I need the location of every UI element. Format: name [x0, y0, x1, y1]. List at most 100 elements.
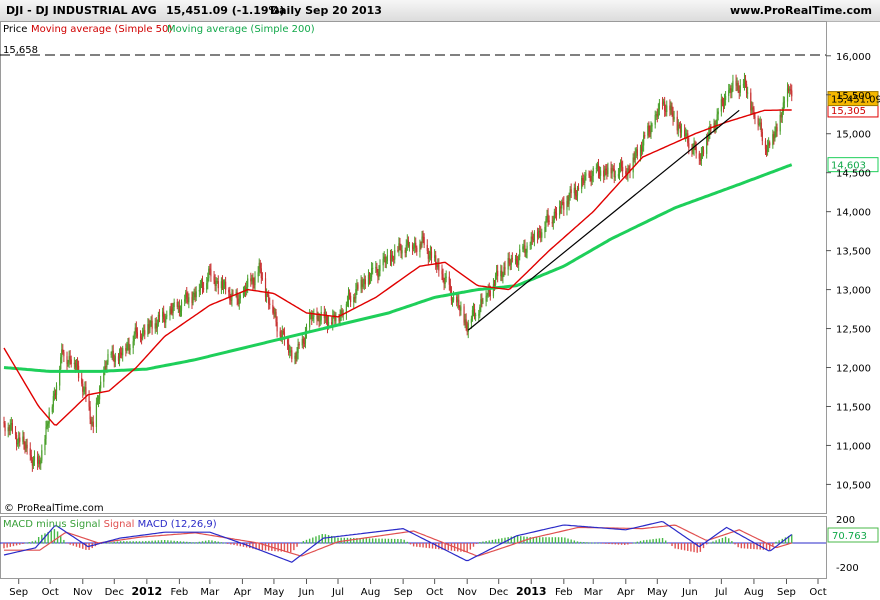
candle-body — [198, 289, 200, 292]
x-tick-label: Jul — [714, 587, 727, 598]
macd-hist-bar — [359, 538, 361, 544]
candle-body — [605, 168, 607, 171]
macd-hist-bar — [34, 540, 37, 544]
candle-body — [379, 265, 381, 271]
candle-body — [332, 315, 334, 325]
candle-body — [31, 459, 33, 466]
macd-hist-bar — [753, 543, 755, 550]
candle-body — [575, 195, 578, 197]
candle-body — [514, 259, 517, 261]
candle-body — [546, 214, 548, 219]
candle-body — [663, 101, 665, 104]
candle-body — [164, 319, 166, 323]
candle-body — [457, 299, 459, 303]
candle-body — [589, 175, 591, 177]
candle-body — [570, 189, 572, 194]
candle-body — [276, 322, 278, 332]
candle-body — [677, 124, 679, 131]
candle-body — [334, 314, 336, 322]
macd-hist-bar — [138, 541, 141, 544]
macd-hist-bar — [422, 543, 424, 548]
candle-body — [423, 236, 425, 245]
candle-body — [143, 330, 145, 332]
candle-body — [706, 136, 708, 154]
macd-hist-bar — [472, 543, 475, 547]
candle-body — [617, 174, 620, 177]
ma200-line — [3, 163, 793, 373]
candle-body — [51, 406, 53, 413]
candle-body — [324, 314, 326, 319]
macd-hist-bar — [217, 541, 219, 544]
candle-body — [257, 272, 259, 277]
candle-body — [612, 168, 614, 170]
candle-body — [523, 245, 525, 247]
candle-body — [238, 298, 240, 305]
candle-body — [670, 105, 672, 111]
macd-hist-bar — [223, 542, 226, 544]
macd-hist-bar — [157, 540, 160, 544]
candle-body — [585, 173, 587, 176]
candle-body — [722, 102, 725, 107]
y-tick-label: 15,500 — [836, 91, 871, 102]
macd-hist-bar — [28, 542, 30, 544]
candle-body — [54, 393, 57, 395]
candle-body — [531, 236, 533, 239]
macd-hist-bar — [412, 543, 415, 547]
candle-body — [560, 206, 562, 209]
candle-body — [768, 142, 770, 146]
candle-body — [367, 274, 370, 285]
macd-hist-bar — [299, 542, 301, 544]
candle-body — [554, 211, 557, 213]
candles-layer — [3, 72, 793, 472]
candle-body — [161, 311, 164, 317]
candle-body — [413, 247, 415, 249]
macd-hist-bar — [444, 543, 446, 550]
candle-body — [576, 188, 579, 196]
trend-line — [467, 109, 740, 331]
candle-body — [783, 101, 785, 103]
candle-body — [678, 124, 680, 126]
macd-hist-bar — [674, 543, 676, 549]
candle-body — [647, 125, 649, 136]
macd-hist-bar — [365, 538, 368, 544]
candle-body — [353, 297, 355, 303]
candle-body — [243, 288, 246, 292]
candle-body — [383, 256, 385, 259]
macd-hist-bar — [746, 543, 749, 549]
macd-hist-bar — [375, 538, 377, 544]
candle-body — [201, 281, 204, 289]
macd-hist-bar — [696, 543, 698, 553]
macd-hist-bar — [642, 540, 645, 544]
candle-body — [7, 427, 9, 432]
candle-body — [590, 175, 592, 182]
candle-body — [529, 244, 531, 246]
candle-body — [452, 296, 455, 301]
macd-hist-bar — [693, 543, 695, 553]
candle-body — [698, 153, 700, 159]
candle-body — [657, 109, 659, 117]
candle-body — [206, 283, 208, 290]
candle-body — [68, 356, 70, 363]
site-link[interactable]: www.ProRealTime.com — [729, 4, 872, 17]
candle-body — [568, 196, 570, 205]
candle-body — [745, 83, 748, 94]
macd-hist-bar — [353, 537, 355, 544]
candle-body — [460, 306, 462, 311]
macd-hist-bar — [601, 543, 604, 544]
candle-body — [172, 307, 174, 313]
candle-body — [428, 255, 430, 259]
candle-body — [789, 89, 791, 91]
candle-body — [171, 308, 173, 313]
macd-hist-bar — [431, 543, 434, 549]
candle-body — [717, 111, 719, 115]
candle-body — [67, 362, 69, 364]
candle-body — [18, 437, 20, 443]
macd-hist-bar — [110, 542, 112, 544]
macd-hist-bar — [327, 535, 330, 544]
candle-body — [311, 314, 313, 320]
macd-hist-bar — [589, 542, 591, 544]
macd-hist-bar — [775, 541, 777, 544]
y-tick-label: 12,500 — [836, 325, 871, 336]
macd-hist-bar — [371, 538, 374, 544]
